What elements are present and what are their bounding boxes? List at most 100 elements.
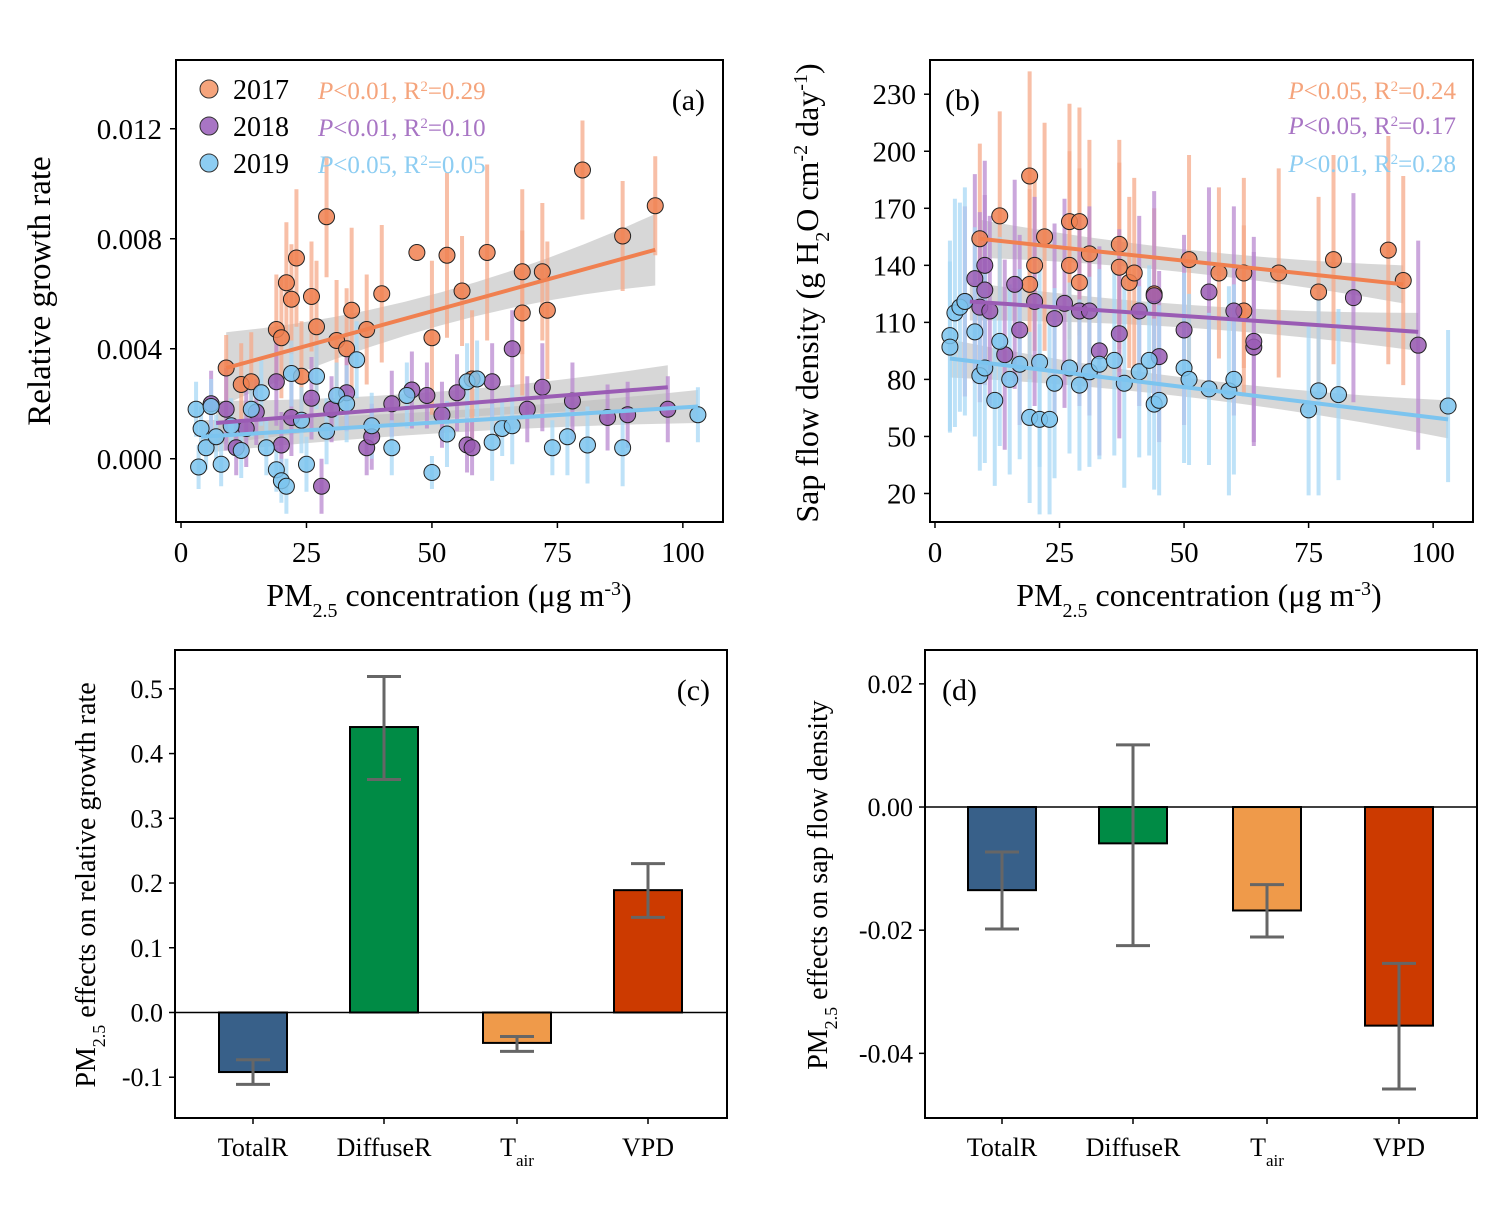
c-y-tick-label: 0.3 <box>131 804 164 833</box>
stat-p: P <box>317 115 333 142</box>
b-point-2018 <box>1245 332 1263 350</box>
b-y-tick-label: 170 <box>873 193 917 225</box>
a-point-2017 <box>573 161 591 179</box>
b-fit-line-2017 <box>979 236 1404 287</box>
stat-p: P <box>1287 78 1303 105</box>
stat-p: P <box>317 152 333 179</box>
a-fit-line-2017 <box>225 247 656 370</box>
a-point-2019 <box>197 439 215 457</box>
a-point-2018 <box>533 378 551 396</box>
c-y-tick-label: 0.2 <box>131 869 164 898</box>
a-point-2019 <box>232 442 250 459</box>
stat-p: P <box>1287 151 1303 178</box>
stat-value: =0.24 <box>1398 78 1456 105</box>
c-plot-frame <box>174 649 728 1119</box>
ylabel-post: ) <box>789 63 825 74</box>
a-point-2019 <box>689 406 707 424</box>
b-point-2017 <box>1070 213 1088 231</box>
a-point-2019 <box>383 439 401 457</box>
a-y-ticks: 0.000 0.004 0.008 0.012 <box>97 114 176 476</box>
a-fit-lines <box>200 247 699 439</box>
b-fit-line-2018 <box>969 299 1419 334</box>
b-point-2017 <box>1110 258 1128 276</box>
a-point-2019 <box>190 458 208 476</box>
b-plot-frame <box>929 59 1474 523</box>
a-point-2019 <box>242 400 260 418</box>
a-y-axis-label: Relative growth rate <box>22 156 58 425</box>
b-x-axis-label: PM2.5 concentration (μg m-3) <box>1016 577 1381 622</box>
a-point-2019 <box>212 455 230 473</box>
a-point-2019 <box>468 370 486 388</box>
xlabel-pm: PM <box>1016 577 1062 613</box>
a-stat-2019: P<0.05, R2=0.05 <box>317 152 486 179</box>
b-point-2017 <box>1021 167 1039 185</box>
a-point-2018 <box>483 373 501 391</box>
legend-marker-2019 <box>199 153 219 173</box>
ylabel-rest: effects on sap flow density <box>803 700 834 1007</box>
a-point-2019 <box>308 367 326 385</box>
d-y-axis-label: PM2.5 effects on sap flow density <box>803 700 841 1070</box>
b-point-2018 <box>1344 289 1362 307</box>
b-point-2018 <box>1409 336 1427 354</box>
a-x-tick-label: 100 <box>661 537 705 569</box>
b-point-2017 <box>1394 272 1412 290</box>
xlabel-mid: concentration (μg m <box>338 577 605 613</box>
stat-p: P <box>317 78 333 105</box>
ylabel-sub: 2 <box>812 232 834 242</box>
b-point-2019 <box>1011 355 1029 373</box>
b-y-tick-label: 140 <box>873 250 917 282</box>
xlabel-post: ) <box>621 577 632 613</box>
a-point-2019 <box>579 436 597 454</box>
b-point-2019 <box>1225 370 1243 388</box>
a-point-2019 <box>257 439 275 457</box>
b-point-2017 <box>1021 275 1039 293</box>
b-point-2019 <box>1105 351 1123 369</box>
panel-a-scatter: 0 25 50 75 100 0.000 0.004 0.008 0.012 (a) 2017… <box>22 59 724 622</box>
b-point-2019 <box>1070 376 1088 394</box>
tair-sub: air <box>516 1151 534 1170</box>
a-point-2019 <box>423 464 441 481</box>
a-point-2017 <box>343 301 361 319</box>
a-y-tick-label: 0.008 <box>97 224 162 256</box>
c-y-axis-label: PM2.5 effects on relative growth rate <box>71 682 109 1087</box>
b-point-2018 <box>966 270 984 288</box>
a-point-2018 <box>463 439 481 457</box>
stat-value: =0.05 <box>428 152 486 179</box>
stat-sup: 2 <box>1391 152 1399 168</box>
b-point-2019 <box>1329 386 1347 404</box>
d-bars <box>925 806 1477 1027</box>
stat-sup: 2 <box>1391 114 1399 130</box>
ylabel-rest: effects on relative growth rate <box>71 682 102 1024</box>
d-y-tick-label: 0.00 <box>868 793 914 822</box>
stat-text: <0.05, R <box>1304 78 1391 105</box>
xlabel-post: ) <box>1371 577 1382 613</box>
b-point-2018 <box>1225 302 1243 320</box>
a-x-tick-label: 25 <box>292 537 321 569</box>
tair-T: T <box>1250 1133 1266 1162</box>
a-point-2018 <box>418 387 436 404</box>
d-y-tick-label: 0.02 <box>868 670 914 699</box>
b-point-2019 <box>1001 370 1019 388</box>
b-y-axis-label: Sap flow density (g H2O cm-2 day-1) <box>789 63 834 522</box>
a-point-2017 <box>272 329 290 347</box>
a-point-2019 <box>614 439 632 457</box>
b-point-2017 <box>1060 256 1078 274</box>
legend-label-2019: 2019 <box>233 149 289 180</box>
stat-text: <0.01, R <box>1304 151 1391 178</box>
b-point-2018 <box>1200 283 1218 301</box>
b-point-2017 <box>1110 235 1128 253</box>
stat-value: =0.17 <box>1398 113 1456 140</box>
xlabel-sup: -3 <box>604 578 621 600</box>
b-x-tick-label: 50 <box>1170 537 1199 569</box>
b-x-tick-label: 75 <box>1294 537 1323 569</box>
c-y-tick-label: 0.5 <box>131 675 164 704</box>
d-x-tick-label: Tair <box>1250 1133 1284 1170</box>
a-point-2017 <box>302 288 320 305</box>
a-stat-2018: P<0.01, R2=0.10 <box>317 115 486 142</box>
d-y-ticks: -0.04 -0.02 0.00 0.02 <box>859 670 925 1068</box>
a-point-2018 <box>503 340 521 358</box>
b-y-ticks: 20 50 80 110 140 170 200 230 <box>873 79 930 510</box>
b-point-2018 <box>976 281 994 299</box>
b-y-tick-label: 50 <box>887 421 916 453</box>
c-error-bars <box>236 675 665 1086</box>
